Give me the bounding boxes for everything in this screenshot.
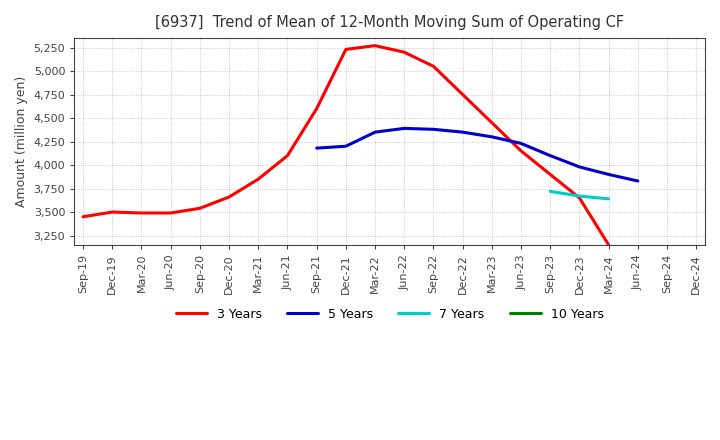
3 Years bbox=[546, 172, 554, 177]
Y-axis label: Amount (million yen): Amount (million yen) bbox=[15, 76, 28, 207]
5 Years bbox=[341, 143, 350, 149]
3 Years bbox=[459, 92, 467, 97]
3 Years bbox=[283, 153, 292, 158]
5 Years bbox=[634, 178, 642, 183]
3 Years bbox=[138, 210, 146, 216]
3 Years bbox=[78, 214, 87, 220]
3 Years bbox=[429, 64, 438, 69]
3 Years bbox=[254, 176, 263, 182]
3 Years bbox=[196, 205, 204, 211]
Legend: 3 Years, 5 Years, 7 Years, 10 Years: 3 Years, 5 Years, 7 Years, 10 Years bbox=[171, 303, 609, 326]
Line: 5 Years: 5 Years bbox=[317, 128, 638, 181]
5 Years bbox=[371, 129, 379, 135]
3 Years bbox=[108, 209, 117, 215]
5 Years bbox=[429, 127, 438, 132]
3 Years bbox=[166, 210, 175, 216]
Title: [6937]  Trend of Mean of 12-Month Moving Sum of Operating CF: [6937] Trend of Mean of 12-Month Moving … bbox=[155, 15, 624, 30]
5 Years bbox=[575, 164, 584, 169]
Line: 3 Years: 3 Years bbox=[83, 46, 608, 245]
5 Years bbox=[459, 129, 467, 135]
3 Years bbox=[400, 50, 408, 55]
7 Years bbox=[575, 194, 584, 199]
3 Years bbox=[487, 120, 496, 125]
5 Years bbox=[517, 141, 526, 146]
Line: 7 Years: 7 Years bbox=[550, 191, 608, 199]
5 Years bbox=[487, 134, 496, 139]
5 Years bbox=[604, 172, 613, 177]
5 Years bbox=[400, 126, 408, 131]
5 Years bbox=[312, 146, 321, 151]
3 Years bbox=[341, 47, 350, 52]
5 Years bbox=[546, 153, 554, 158]
3 Years bbox=[604, 242, 613, 248]
3 Years bbox=[575, 195, 584, 201]
7 Years bbox=[546, 189, 554, 194]
3 Years bbox=[371, 43, 379, 48]
3 Years bbox=[517, 148, 526, 154]
3 Years bbox=[225, 194, 233, 200]
3 Years bbox=[312, 106, 321, 111]
7 Years bbox=[604, 196, 613, 202]
